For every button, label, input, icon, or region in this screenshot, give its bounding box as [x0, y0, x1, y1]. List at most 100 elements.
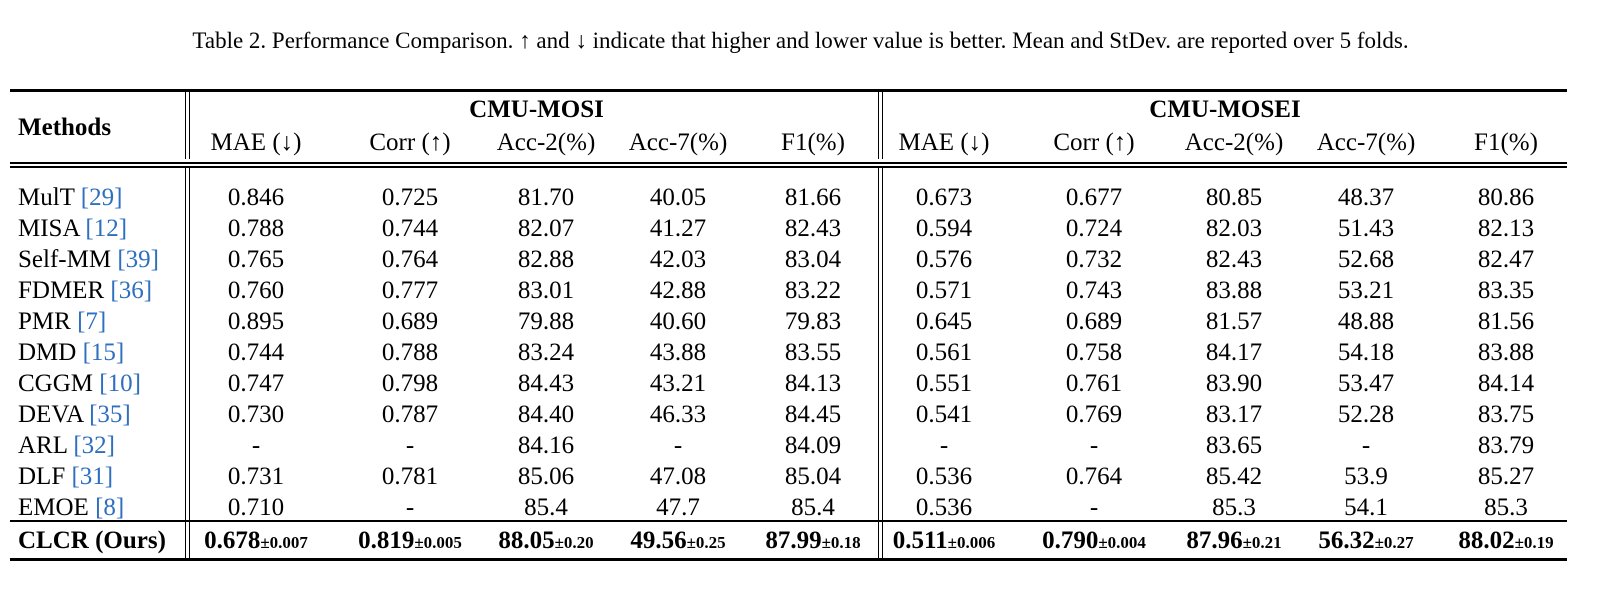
- table-cell: -: [673, 432, 683, 459]
- mean-value: 56.32: [1318, 527, 1375, 554]
- method-label: CGGM: [18, 370, 94, 397]
- table-cell: -: [1361, 432, 1371, 459]
- table-cell-ours: 56.32±0.27: [1291, 525, 1441, 559]
- table-cell: 83.24: [517, 339, 575, 366]
- table-cell: 85.3: [1484, 494, 1528, 521]
- table-cell: 48.88: [1337, 308, 1395, 335]
- group-cmu-mosi: CMU-MOSI: [469, 96, 604, 123]
- methods-separator: [185, 92, 190, 159]
- method-name: DMD [15]: [18, 337, 124, 369]
- citation-link[interactable]: [8]: [95, 494, 125, 521]
- table-cell: 84.09: [784, 432, 842, 459]
- table-cell: 85.06: [517, 463, 575, 490]
- table-cell: 82.13: [1477, 215, 1535, 242]
- table-cell-ours: 0.511±0.006: [869, 525, 1019, 559]
- table-cell: 40.05: [649, 184, 707, 211]
- column-header: Acc-2(%): [496, 129, 596, 156]
- citation-link[interactable]: [31]: [71, 463, 114, 490]
- stdev-value: ±0.27: [1374, 533, 1414, 552]
- table-cell: 81.57: [1205, 308, 1263, 335]
- table-cell: 83.65: [1205, 432, 1263, 459]
- citation-link[interactable]: [15]: [82, 339, 125, 366]
- mean-value: 0.790: [1042, 527, 1099, 554]
- table-cell: 82.43: [1205, 246, 1263, 273]
- column-header: MAE (↓): [898, 129, 990, 156]
- table-cell: 81.70: [517, 184, 575, 211]
- table-cell: 0.895: [227, 308, 285, 335]
- column-header: MAE (↓): [210, 129, 302, 156]
- table-cell: 83.01: [517, 277, 575, 304]
- header-rule-2: [10, 166, 1567, 168]
- column-header: Acc-2(%): [1184, 129, 1284, 156]
- column-header: Corr (↑): [369, 129, 451, 156]
- method-name: MISA [12]: [18, 213, 127, 245]
- table-cell: -: [939, 432, 949, 459]
- top-rule: [10, 89, 1567, 92]
- table-cell: 0.645: [915, 308, 973, 335]
- table-cell: 82.47: [1477, 246, 1535, 273]
- citation-link[interactable]: [32]: [73, 432, 115, 459]
- method-name: DLF [31]: [18, 461, 113, 493]
- table-cell-ours: 0.678±0.007: [181, 525, 331, 559]
- citation-link[interactable]: [36]: [110, 277, 153, 304]
- table-cell: 53.47: [1337, 370, 1395, 397]
- stdev-value: ±0.006: [947, 533, 996, 552]
- method-name: PMR [7]: [18, 306, 106, 338]
- table-cell: 0.536: [915, 494, 973, 521]
- mean-value: 88.05: [498, 527, 555, 554]
- table-cell: 0.769: [1065, 401, 1123, 428]
- table-cell: 84.14: [1477, 370, 1535, 397]
- table-cell: 81.56: [1477, 308, 1535, 335]
- table-cell: 83.04: [784, 246, 842, 273]
- table-cell-ours: 87.99±0.18: [738, 525, 888, 559]
- citation-link[interactable]: [35]: [89, 401, 131, 428]
- table-cell: 85.42: [1205, 463, 1263, 490]
- column-header: F1(%): [781, 129, 845, 156]
- table-cell: 82.88: [517, 246, 575, 273]
- table-cell: 53.9: [1344, 463, 1388, 490]
- citation-link[interactable]: [29]: [80, 184, 123, 211]
- table-cell-ours: 88.05±0.20: [471, 525, 621, 559]
- table-cell: 82.07: [517, 215, 575, 242]
- table-cell: 80.86: [1477, 184, 1535, 211]
- method-label: MISA: [18, 215, 80, 242]
- method-name: Self-MM [39]: [18, 244, 159, 276]
- stdev-value: ±0.004: [1098, 533, 1146, 552]
- table-cell: 85.3: [1212, 494, 1256, 521]
- citation-link[interactable]: [10]: [99, 370, 141, 397]
- table-cell: 0.788: [227, 215, 285, 242]
- method-name-ours: CLCR (Ours): [18, 527, 166, 554]
- citation-link[interactable]: [7]: [77, 308, 107, 335]
- table-caption: Table 2. Performance Comparison. ↑ and ↓…: [192, 28, 1409, 53]
- table-cell: 51.43: [1337, 215, 1395, 242]
- table-cell: 0.730: [227, 401, 285, 428]
- table-cell: 0.594: [915, 215, 973, 242]
- table-cell-ours: 49.56±0.25: [603, 525, 753, 559]
- table-cell: 0.798: [381, 370, 439, 397]
- table-cell: 47.7: [656, 494, 700, 521]
- table-cell: 48.37: [1337, 184, 1395, 211]
- method-name: CGGM [10]: [18, 368, 141, 400]
- table-cell: 79.88: [517, 308, 575, 335]
- table-cell: 0.551: [915, 370, 973, 397]
- citation-link[interactable]: [12]: [85, 215, 128, 242]
- table-cell: 0.787: [381, 401, 439, 428]
- method-name: DEVA [35]: [18, 399, 131, 431]
- table-cell: 85.4: [791, 494, 835, 521]
- table-cell: 80.85: [1205, 184, 1263, 211]
- table-cell-ours: 88.02±0.19: [1431, 525, 1581, 559]
- table-cell: 0.677: [1065, 184, 1123, 211]
- bottom-rule: [10, 558, 1567, 561]
- table-cell: 83.17: [1205, 401, 1263, 428]
- citation-link[interactable]: [39]: [117, 246, 159, 273]
- method-label: EMOE: [18, 494, 89, 521]
- table-cell: 0.731: [227, 463, 285, 490]
- table-cell: 40.60: [649, 308, 707, 335]
- table-cell: 0.725: [381, 184, 439, 211]
- table-cell: -: [1089, 432, 1099, 459]
- method-label: PMR: [18, 308, 71, 335]
- table-cell: 0.761: [1065, 370, 1123, 397]
- table-cell: 0.536: [915, 463, 973, 490]
- stdev-value: ±0.19: [1514, 533, 1554, 552]
- table-cell: 85.27: [1477, 463, 1535, 490]
